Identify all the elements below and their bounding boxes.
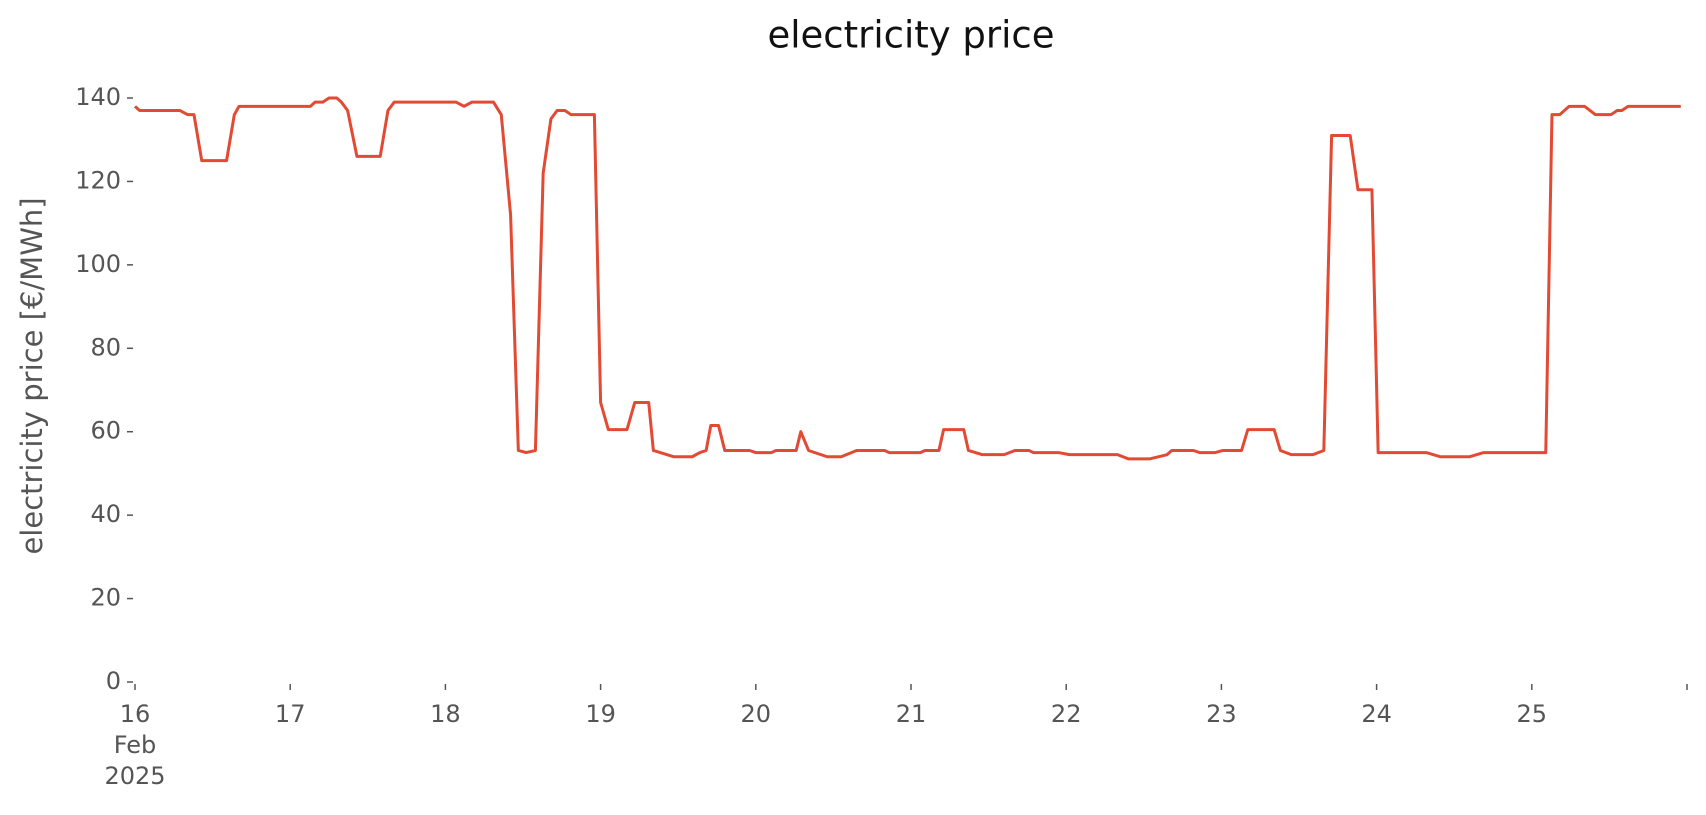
x-tick-label: 21	[896, 700, 927, 728]
data-line	[133, 96, 1681, 461]
x-tick-label: 23	[1206, 700, 1237, 728]
x-tick-label: 17	[275, 700, 306, 728]
y-tick-label: 120	[75, 166, 121, 194]
x-tick-label: 22	[1051, 700, 1082, 728]
x-tick-label: 16 Feb 2025	[104, 700, 165, 790]
y-tick-label: 60	[90, 417, 121, 445]
x-tick-label: 18	[430, 700, 461, 728]
x-tick-label: 24	[1361, 700, 1392, 728]
x-tick-label: 20	[741, 700, 772, 728]
x-tick-label: 19	[585, 700, 616, 728]
y-tick-label: 80	[90, 333, 121, 361]
y-tick-label: 140	[75, 83, 121, 111]
x-tick-label: 25	[1517, 700, 1548, 728]
y-tick-label: 20	[90, 584, 121, 612]
chart-title: electricity price	[767, 14, 1054, 57]
y-axis-label: electricity price [€/MWh]	[15, 197, 49, 554]
y-tick-label: 100	[75, 250, 121, 278]
y-tick-label: 0	[106, 667, 121, 695]
y-tick-label: 40	[90, 500, 121, 528]
